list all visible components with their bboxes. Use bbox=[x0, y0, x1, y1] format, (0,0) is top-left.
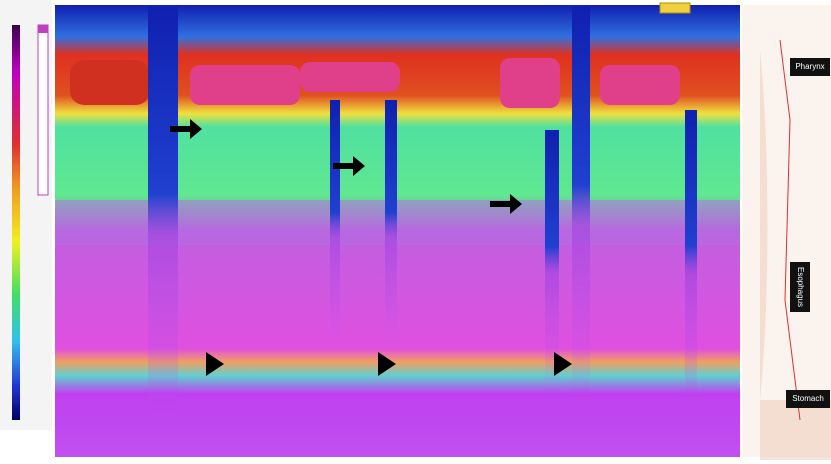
anatomy-label: Pharynx bbox=[795, 62, 824, 71]
marker-tag bbox=[660, 3, 690, 13]
color-scale bbox=[12, 25, 20, 420]
anatomy-label: Stomach bbox=[792, 394, 824, 403]
manometry-view: Pharynx Esophagus Stomach bbox=[0, 0, 831, 464]
scale-bar bbox=[38, 25, 48, 195]
scale-cap bbox=[38, 25, 48, 33]
anatomy-label: Esophagus bbox=[796, 267, 805, 307]
